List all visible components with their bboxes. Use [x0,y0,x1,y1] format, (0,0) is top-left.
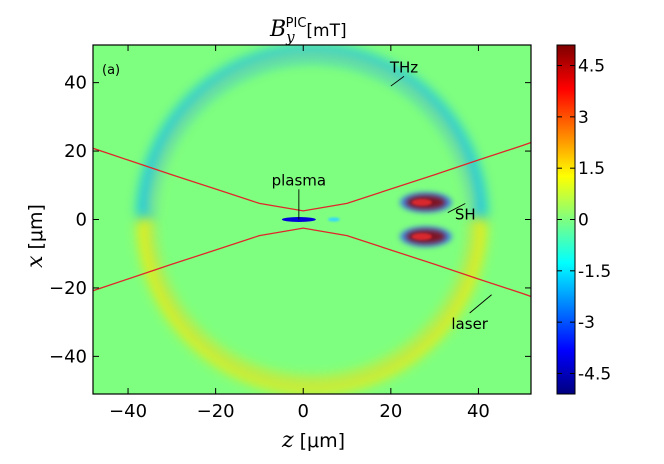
thz-ring-inner-upper [147,51,477,216]
laser-envelope-lower [93,227,531,298]
annotation-pointer-2 [447,203,466,214]
y-tick-label: 0 [76,210,87,231]
annotation-label-0: THz [389,58,418,76]
x-tick-label: 0 [298,401,309,422]
y-tick-label: 40 [64,73,87,94]
sh-lobe-core-0 [411,198,432,206]
colorbar-tick-label: -1.5 [578,262,611,282]
annotation-label-1: plasma [272,171,327,189]
x-axis-symbol: z [281,428,294,453]
y-axis-label: x [μm] [23,204,48,268]
x-axis-label: z [μm] [281,428,345,453]
plot-area [93,45,531,394]
title-subscript: y [285,28,295,46]
x-tick-label: −20 [197,401,235,422]
annotation-pointer-3 [469,294,492,314]
colorbar-tick-label: 0 [578,211,589,231]
y-tick-label: 20 [64,141,87,162]
colorbar-tick-label: 1.5 [578,159,605,179]
panel-label: (a) [102,63,120,78]
x-tick-label: 40 [467,401,490,422]
field-structures [137,45,487,394]
y-axis-ticks: 40 20 0 −20 −40 [49,73,531,367]
y-tick-label: −40 [49,346,87,367]
colorbar-ticks: 4.5 3 1.5 0 -1.5 -3 -4.5 [557,57,611,384]
laser-envelope [93,141,531,298]
x-axis-ticks: −40 −20 0 20 40 [109,45,490,422]
x-axis-unit: [μm] [300,430,345,452]
colorbar-tick-label: -4.5 [578,364,611,384]
x-tick-label: −40 [109,401,147,422]
annotations: THz plasma SH laser [272,58,492,333]
y-tick-label: −20 [49,278,87,299]
x-tick-label: 20 [379,401,402,422]
title-superscript: PIC [286,16,307,31]
y-axis-symbol: x [23,255,48,268]
annotation-label-3: laser [451,315,488,333]
plasma-tail [327,217,340,222]
thz-ring-inner-lower [148,223,476,387]
title-unit: [mT] [306,21,346,41]
colorbar-tick-label: 4.5 [578,57,605,77]
y-axis-unit: [μm] [25,204,47,249]
chart-title: ByPIC[mT] [269,16,347,46]
colorbar-tick-label: -3 [578,313,595,333]
annotation-pointer-0 [390,76,405,87]
title-symbol: B [269,17,286,42]
laser-envelope-upper [93,141,531,212]
sh-lobe-core-1 [411,233,432,241]
annotation-label-2: SH [455,206,476,224]
colorbar-tick-label: 3 [578,108,589,128]
